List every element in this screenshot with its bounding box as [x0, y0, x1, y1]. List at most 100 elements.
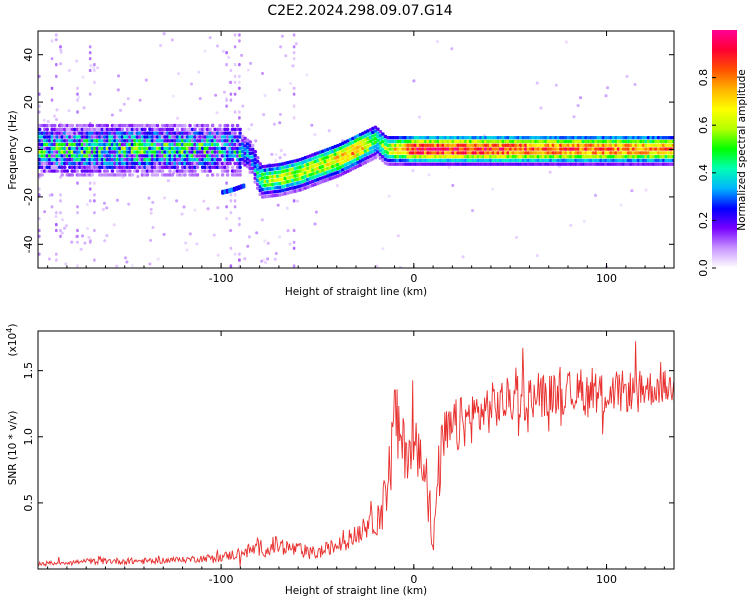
heatmap-cell — [183, 154, 187, 158]
heatmap-cell — [238, 74, 241, 78]
heatmap-cell — [544, 151, 548, 155]
heatmap-cell — [516, 136, 520, 140]
heatmap-cell — [218, 131, 222, 135]
heatmap-cell — [501, 155, 505, 159]
heatmap-cell — [489, 139, 493, 144]
heatmap-cell — [579, 143, 583, 147]
heatmap-cell — [200, 135, 205, 139]
heatmap-cell — [489, 155, 493, 159]
heatmap-cell — [38, 110, 41, 114]
heatmap-cell — [263, 239, 267, 243]
heatmap-cell — [223, 131, 227, 135]
heatmap-cell — [639, 151, 643, 155]
heatmap-cell — [549, 158, 553, 163]
heatmap-cell — [466, 136, 470, 140]
heatmap-cell — [188, 146, 192, 151]
heatmap-cell — [514, 143, 518, 147]
heatmap-cell — [516, 158, 520, 163]
heatmap-cell — [471, 162, 475, 166]
heatmap-cell — [178, 131, 182, 135]
heatmap-cell — [536, 136, 540, 140]
heatmap-cell — [541, 155, 545, 159]
heatmap-cell — [499, 143, 503, 147]
heatmap-cell — [381, 155, 385, 159]
heatmap-cell — [208, 154, 212, 158]
heatmap-cell — [539, 162, 543, 166]
heatmap-cell — [589, 143, 593, 147]
heatmap-cell — [586, 158, 591, 163]
heatmap-cell — [559, 155, 563, 159]
heatmap-cell — [426, 139, 430, 144]
heatmap-cell — [60, 173, 64, 177]
heatmap-cell — [85, 154, 89, 158]
heatmap-cell — [569, 162, 573, 166]
heatmap-cell — [195, 146, 200, 151]
heatmap-cell — [669, 143, 673, 147]
heatmap-cell — [224, 96, 228, 100]
heatmap-cell — [654, 162, 658, 166]
heatmap-cell — [153, 161, 157, 166]
heatmap-cell — [85, 146, 89, 151]
heatmap-cell — [185, 158, 190, 162]
heatmap-cell — [145, 173, 150, 177]
heatmap-cell — [38, 104, 41, 108]
heatmap-cell — [38, 135, 42, 139]
heatmap-cell — [210, 131, 215, 135]
heatmap-cell — [163, 173, 167, 177]
heatmap-cell — [416, 155, 420, 159]
heatmap-cell — [230, 165, 235, 169]
heatmap-cell — [212, 233, 216, 237]
heatmap-cell — [441, 151, 445, 155]
heatmap-cell — [165, 154, 170, 158]
heatmap-cell — [140, 154, 145, 158]
heatmap-cell — [336, 144, 340, 148]
heatmap-cell — [158, 165, 162, 169]
heatmap-cell — [450, 47, 454, 51]
heatmap-cell — [491, 139, 495, 144]
heatmap-cell — [574, 139, 578, 144]
heatmap-cell — [235, 127, 240, 132]
heatmap-cell — [178, 158, 182, 162]
heatmap-cell — [108, 154, 112, 158]
heatmap-cell — [180, 146, 185, 151]
heatmap-cell — [75, 59, 79, 63]
heatmap-cell — [423, 155, 428, 159]
heatmap-cell — [203, 161, 207, 166]
heatmap-cell — [160, 173, 165, 177]
heatmap-cell — [188, 131, 192, 135]
heatmap-cell — [247, 235, 251, 239]
heatmap-cell — [564, 158, 568, 163]
heatmap-cell — [443, 136, 448, 140]
heatmap-cell — [406, 151, 410, 155]
heatmap-cell — [130, 146, 135, 151]
heatmap-cell — [230, 173, 235, 177]
heatmap-cell — [55, 252, 58, 256]
heatmap-cell — [616, 155, 621, 159]
heatmap-cell — [661, 139, 666, 144]
heatmap-cell — [115, 142, 120, 147]
heatmap-cell — [130, 135, 135, 139]
heatmap-cell — [651, 155, 656, 159]
heatmap-cell — [544, 158, 548, 163]
heatmap-cell — [163, 161, 167, 166]
heatmap-cell — [88, 154, 92, 158]
heatmap-cell — [514, 162, 518, 166]
heatmap-cell — [208, 161, 212, 166]
heatmap-cell — [153, 158, 157, 162]
heatmap-cell — [461, 158, 465, 163]
heatmap-cell — [631, 151, 636, 155]
heatmap-cell — [148, 142, 152, 147]
heatmap-cell — [83, 127, 87, 132]
heatmap-cell — [614, 155, 618, 159]
heatmap-cell — [396, 158, 400, 163]
heatmap-cell — [175, 165, 180, 169]
heatmap-cell — [90, 154, 94, 158]
heatmap-cell — [118, 165, 122, 169]
heatmap-cell — [243, 136, 247, 140]
heatmap-cell — [45, 169, 49, 173]
heatmap-cell — [641, 139, 646, 144]
heatmap-cell — [125, 165, 130, 169]
heatmap-cell — [391, 136, 395, 140]
heatmap-cell — [416, 147, 420, 151]
